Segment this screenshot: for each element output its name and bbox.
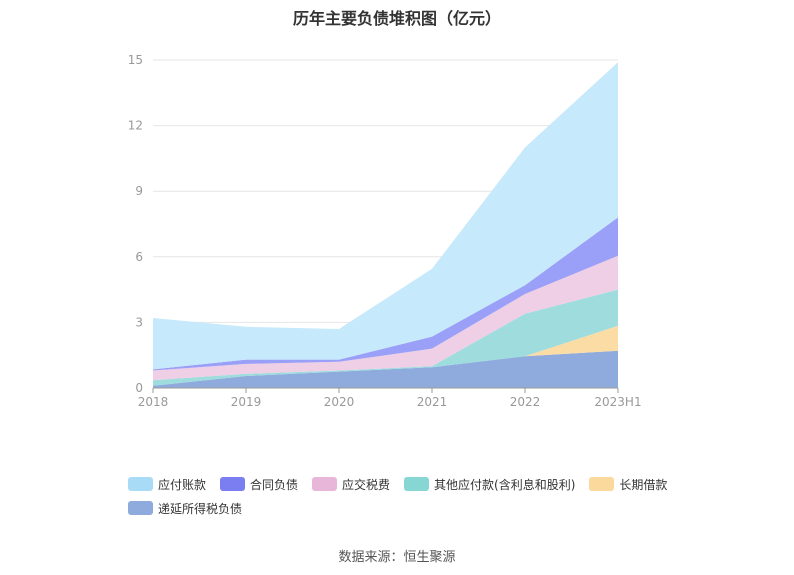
legend-row-2: 递延所得税负债 bbox=[128, 496, 688, 520]
legend-item-deferred-tax[interactable]: 递延所得税负债 bbox=[128, 500, 242, 517]
legend-label-contract-liabilities: 合同负债 bbox=[250, 477, 299, 492]
chart-title: 历年主要负债堆积图（亿元） bbox=[292, 9, 501, 28]
x-tick-label-2020: 2020 bbox=[324, 395, 355, 409]
y-tick-label-6: 6 bbox=[135, 250, 143, 264]
legend-label-other-payables: 其他应付款(含利息和股利) bbox=[434, 477, 576, 492]
y-tick-label-12: 12 bbox=[128, 119, 143, 133]
legend-label-accounts-payable: 应付账款 bbox=[158, 477, 207, 492]
area-series-2 bbox=[153, 289, 618, 386]
area-series-3 bbox=[153, 255, 618, 381]
legend-swatch-taxes-payable bbox=[312, 477, 338, 491]
legend-swatch-contract-liabilities bbox=[220, 477, 246, 491]
legend-swatch-long-term-loans bbox=[589, 477, 615, 491]
area-series-5 bbox=[153, 62, 618, 370]
legend-item-accounts-payable[interactable]: 应付账款 bbox=[128, 476, 206, 493]
legend-item-long-term-loans[interactable]: 长期借款 bbox=[589, 476, 667, 493]
data-source-note: 数据来源：恒生聚源 bbox=[338, 550, 456, 565]
x-tick-label-2019: 2019 bbox=[231, 395, 262, 409]
y-tick-label-3: 3 bbox=[135, 315, 143, 329]
legend-item-contract-liabilities[interactable]: 合同负债 bbox=[220, 476, 298, 493]
x-tick-label-2023H1: 2023H1 bbox=[594, 395, 641, 409]
y-tick-label-9: 9 bbox=[135, 184, 143, 198]
area-series-0 bbox=[153, 350, 618, 388]
x-tick-label-2018: 2018 bbox=[138, 395, 169, 409]
area-series-4 bbox=[153, 217, 618, 371]
legend-swatch-other-payables bbox=[404, 477, 430, 491]
legend-swatch-deferred-tax bbox=[128, 501, 153, 515]
legend-label-deferred-tax: 递延所得税负债 bbox=[158, 501, 243, 516]
y-tick-label-15: 15 bbox=[128, 53, 143, 67]
x-tick-label-2022: 2022 bbox=[510, 395, 541, 409]
legend-swatch-accounts-payable bbox=[128, 477, 153, 491]
legend: 应付账款 合同负债 应交税费 其他应付款(含利息和股利) 长期借款 递延所得税负… bbox=[128, 472, 688, 520]
y-tick-label-0: 0 bbox=[135, 381, 143, 395]
legend-item-other-payables[interactable]: 其他应付款(含利息和股利) bbox=[404, 476, 575, 493]
legend-label-taxes-payable: 应交税费 bbox=[342, 477, 391, 492]
legend-row-1: 应付账款 合同负债 应交税费 其他应付款(含利息和股利) 长期借款 bbox=[128, 472, 688, 496]
x-tick-label-2021: 2021 bbox=[417, 395, 448, 409]
legend-label-long-term-loans: 长期借款 bbox=[619, 477, 668, 492]
legend-item-taxes-payable[interactable]: 应交税费 bbox=[312, 476, 390, 493]
